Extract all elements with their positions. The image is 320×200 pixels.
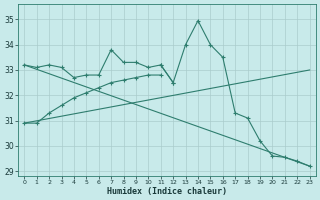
- X-axis label: Humidex (Indice chaleur): Humidex (Indice chaleur): [107, 187, 227, 196]
